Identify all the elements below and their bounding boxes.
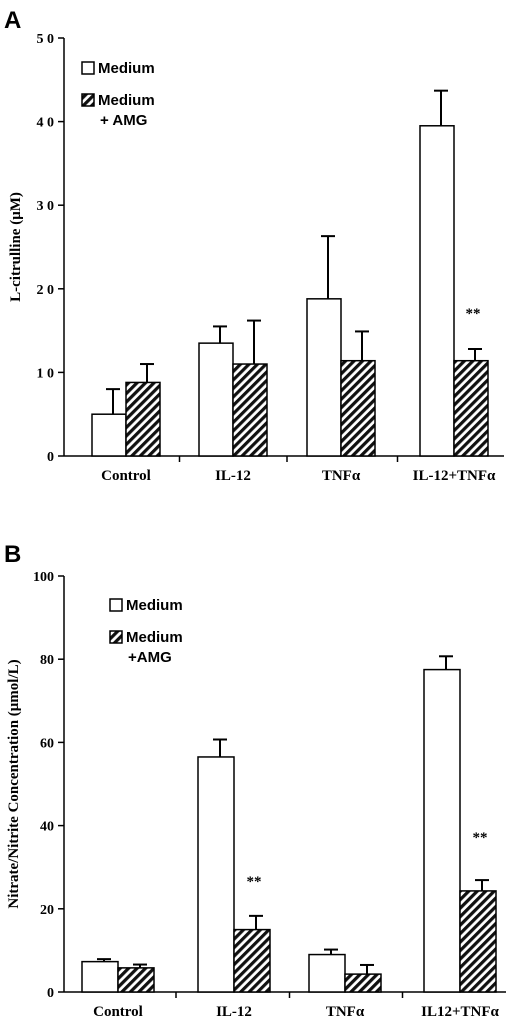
- y-tick-label: 40: [40, 820, 54, 835]
- bar-medium-amg: [117, 967, 155, 993]
- bar-medium: [419, 125, 455, 457]
- y-axis-title: L-citrulline (μM): [8, 192, 24, 302]
- legend-swatch-open: [109, 598, 123, 612]
- bar-medium-amg: [233, 928, 271, 993]
- y-tick-label: 80: [40, 653, 54, 668]
- legend-label: Medium: [98, 92, 155, 109]
- bar-medium-amg: [340, 359, 376, 457]
- y-axis-title: Nitrate/Nitrite Concentration (μmol/L): [6, 659, 22, 908]
- panel-a-chart: A 0 1 0 2 0 3 0 4 0 5 0 L-citrulline (μM) Contro…: [4, 7, 504, 484]
- y-tick-label: 100: [33, 570, 54, 585]
- panel-letter: B: [4, 541, 21, 568]
- category-label: Control: [93, 1004, 143, 1020]
- legend-swatch-hatched: [81, 93, 95, 107]
- bar-medium: [306, 298, 342, 457]
- bar-medium-amg: [232, 363, 268, 457]
- legend-label: + AMG: [100, 112, 147, 129]
- significance-marker: **: [473, 830, 488, 846]
- bar-medium: [308, 953, 346, 993]
- y-tick-label: 3 0: [37, 199, 55, 214]
- bar-medium: [81, 960, 119, 993]
- panel-b-chart: B 0 20 40 60 80 100 Nitrate/Nitrite Concentrati…: [4, 541, 506, 1020]
- y-tick-label: 60: [40, 736, 54, 751]
- y-tick-label: 0: [47, 986, 54, 1001]
- y-tick-label: 2 0: [37, 283, 55, 298]
- legend-swatch-open: [81, 61, 95, 75]
- category-label: IL-12: [215, 468, 251, 484]
- category-label: IL-12: [216, 1004, 252, 1020]
- legend-label: +AMG: [128, 649, 172, 666]
- legend-label: Medium: [126, 629, 183, 646]
- y-tick-label: 20: [40, 903, 54, 918]
- bar-medium-amg: [459, 890, 497, 993]
- panel-letter: A: [4, 7, 21, 34]
- y-tick-label: 1 0: [37, 366, 55, 381]
- legend-label: Medium: [126, 597, 183, 614]
- y-tick-label: 4 0: [37, 116, 55, 131]
- bar-medium: [423, 668, 461, 993]
- category-label: TNFα: [322, 468, 361, 484]
- y-tick-label: 5 0: [37, 32, 55, 47]
- category-label: IL12+TNFα: [421, 1004, 499, 1020]
- category-label: TNFα: [326, 1004, 365, 1020]
- legend-label: Medium: [98, 60, 155, 77]
- bar-medium-amg: [453, 359, 489, 457]
- category-label: IL-12+TNFα: [413, 468, 496, 484]
- category-label: Control: [101, 468, 151, 484]
- bar-medium-amg: [125, 381, 161, 457]
- bar-medium: [91, 413, 127, 457]
- bar-medium: [197, 756, 235, 993]
- legend-swatch-hatched: [109, 630, 123, 644]
- significance-marker: **: [466, 306, 481, 322]
- bar-medium: [198, 342, 234, 457]
- significance-marker: **: [247, 874, 262, 890]
- bar-medium-amg: [344, 973, 382, 993]
- y-tick-label: 0: [47, 450, 54, 465]
